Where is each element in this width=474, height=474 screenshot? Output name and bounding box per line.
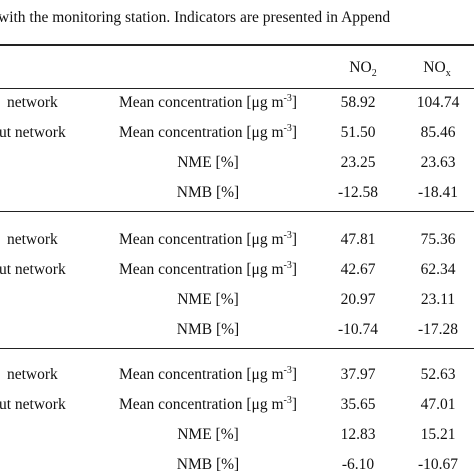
row-label: network <box>7 366 58 383</box>
header-sub: x <box>445 68 451 80</box>
no2-value: 58.92 <box>340 94 376 111</box>
nox-value: 52.63 <box>420 366 456 383</box>
nox-value: 75.36 <box>420 231 456 248</box>
row-label: network <box>7 231 58 248</box>
no2-value: 12.83 <box>340 426 376 443</box>
no2-value: 47.81 <box>340 231 376 248</box>
no2-value: 23.25 <box>340 154 376 171</box>
indicator: Mean concentration [μg m-3] <box>118 122 298 142</box>
nox-value: 47.01 <box>420 396 456 413</box>
no2-value: -12.58 <box>337 184 379 201</box>
no2-value: -6.10 <box>341 456 375 473</box>
header-base: NO <box>423 59 446 76</box>
caption: with the monitoring station. Indicators … <box>0 9 391 26</box>
indicator-close: ] <box>291 231 298 248</box>
no2-value: 42.67 <box>340 261 376 278</box>
no2-value: -10.74 <box>337 321 379 338</box>
indicator: Mean concentration [μg m-3] <box>118 364 298 384</box>
indicator: NME [%] <box>177 154 239 171</box>
indicator-text: Mean concentration [μg m <box>118 366 284 383</box>
nox-value: -10.67 <box>417 456 459 473</box>
indicator: Mean concentration [μg m-3] <box>118 229 298 249</box>
column-header: NOx <box>423 59 451 80</box>
no2-value: 20.97 <box>340 291 376 308</box>
group-rule <box>0 211 474 212</box>
row-label: ut network <box>0 124 66 141</box>
nox-value: -17.28 <box>417 321 459 338</box>
nox-value: 23.11 <box>420 291 456 308</box>
indicator: NMB [%] <box>176 321 240 338</box>
nox-value: -18.41 <box>417 184 459 201</box>
nox-value: 23.63 <box>420 154 456 171</box>
row-label: network <box>7 94 58 111</box>
top-rule <box>0 44 474 46</box>
row-label: ut network <box>0 261 66 278</box>
no2-value: 37.97 <box>340 366 376 383</box>
indicator: NMB [%] <box>176 184 240 201</box>
indicator-sup: -3 <box>283 122 292 134</box>
header-base: NO <box>349 59 372 76</box>
indicator-sup: -3 <box>283 92 292 104</box>
indicator: NME [%] <box>177 291 239 308</box>
indicator: Mean concentration [μg m-3] <box>118 259 298 279</box>
indicator-close: ] <box>291 396 298 413</box>
no2-value: 51.50 <box>340 124 376 141</box>
indicator-sup: -3 <box>283 259 292 271</box>
indicator-text: Mean concentration [μg m <box>118 261 284 278</box>
indicator: NME [%] <box>177 426 239 443</box>
indicator-sup: -3 <box>283 229 292 241</box>
nox-value: 62.34 <box>420 261 456 278</box>
indicator-close: ] <box>291 261 298 278</box>
indicator-text: Mean concentration [μg m <box>118 94 284 111</box>
indicator: NMB [%] <box>176 456 240 473</box>
indicator-text: Mean concentration [μg m <box>118 231 284 248</box>
nox-value: 85.46 <box>420 124 456 141</box>
group-rule <box>0 348 474 349</box>
indicator-sup: -3 <box>283 394 292 406</box>
nox-value: 104.74 <box>416 94 460 111</box>
indicator-close: ] <box>291 124 298 141</box>
indicator-close: ] <box>291 94 298 111</box>
header-rule <box>0 88 474 89</box>
indicator-close: ] <box>291 366 298 383</box>
indicator-text: Mean concentration [μg m <box>118 124 284 141</box>
no2-value: 35.65 <box>340 396 376 413</box>
header-sub: 2 <box>371 68 377 80</box>
indicator-text: Mean concentration [μg m <box>118 396 284 413</box>
row-label: ut network <box>0 396 66 413</box>
indicator-sup: -3 <box>283 364 292 376</box>
indicator: Mean concentration [μg m-3] <box>118 92 298 112</box>
indicator: Mean concentration [μg m-3] <box>118 394 298 414</box>
nox-value: 15.21 <box>420 426 456 443</box>
column-header: NO2 <box>349 59 377 80</box>
